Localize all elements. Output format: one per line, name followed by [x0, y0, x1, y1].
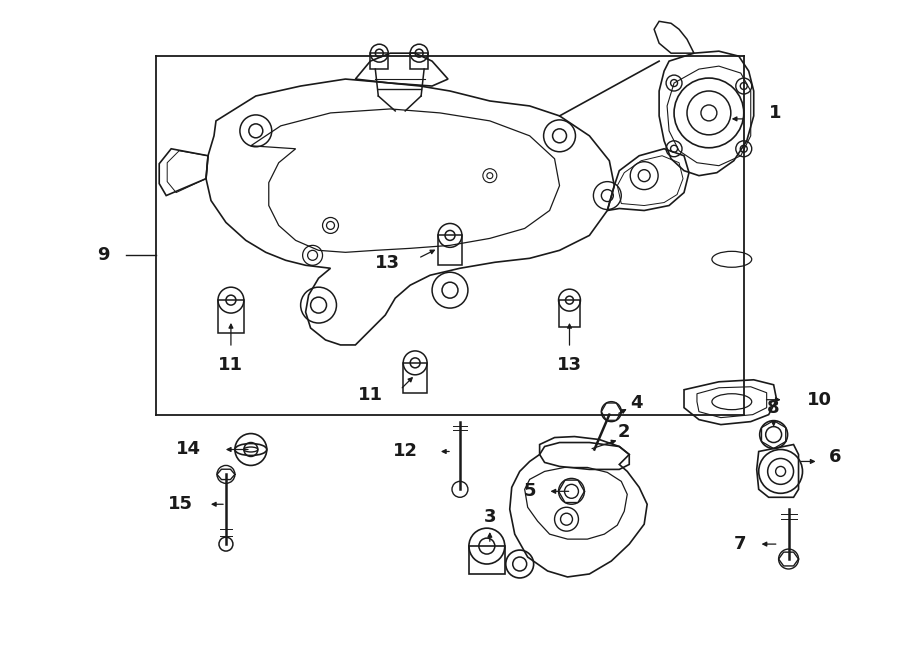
Text: 14: 14 — [176, 440, 201, 459]
Text: 6: 6 — [828, 448, 841, 467]
Text: 15: 15 — [168, 495, 194, 514]
Text: 3: 3 — [483, 508, 496, 526]
Text: 2: 2 — [618, 422, 631, 441]
Text: 5: 5 — [523, 483, 536, 500]
Text: 13: 13 — [557, 356, 582, 374]
Text: 11: 11 — [358, 386, 383, 404]
Text: 1: 1 — [769, 104, 781, 122]
Text: 7: 7 — [734, 535, 747, 553]
Text: 12: 12 — [393, 442, 419, 461]
Text: 10: 10 — [806, 391, 832, 408]
Text: 11: 11 — [219, 356, 243, 374]
Text: 13: 13 — [375, 254, 401, 272]
Text: 9: 9 — [97, 247, 110, 264]
Text: 8: 8 — [768, 399, 780, 416]
Text: 4: 4 — [630, 394, 643, 412]
